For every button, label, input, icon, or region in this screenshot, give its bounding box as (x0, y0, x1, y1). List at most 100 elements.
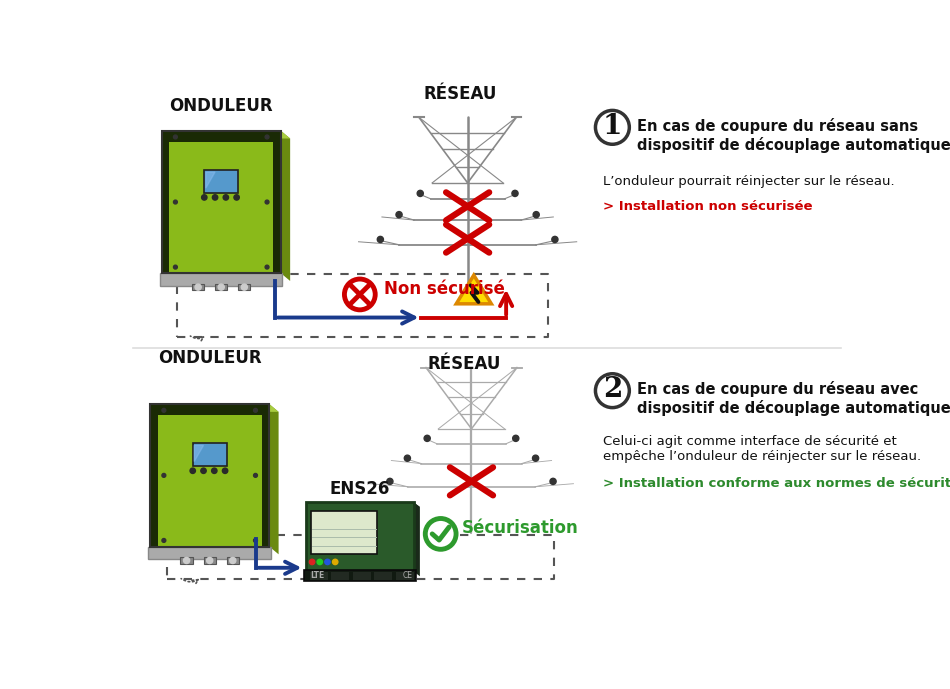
Circle shape (162, 409, 166, 412)
Circle shape (200, 468, 206, 473)
Text: > Installation conforme aux normes de sécurité: > Installation conforme aux normes de sé… (603, 477, 950, 490)
Bar (162, 131, 169, 274)
Text: CE: CE (403, 571, 413, 580)
Bar (162, 131, 281, 141)
Circle shape (596, 110, 629, 144)
Text: RÉSEAU: RÉSEAU (424, 85, 497, 103)
Polygon shape (306, 502, 420, 507)
Text: 1: 1 (602, 113, 622, 140)
Bar (150, 404, 270, 546)
Circle shape (417, 190, 424, 196)
Circle shape (174, 265, 178, 269)
Circle shape (345, 279, 375, 310)
Circle shape (234, 195, 239, 200)
Text: Non sécurisé: Non sécurisé (385, 280, 505, 298)
Bar (204, 169, 238, 193)
Bar (160, 274, 282, 285)
Bar (396, 572, 414, 580)
Text: ONDULEUR: ONDULEUR (158, 349, 261, 367)
Text: Celui-ci agit comme interface de sécurité et
empêche l’onduleur de réinjecter su: Celui-ci agit comme interface de sécurit… (603, 435, 922, 463)
Circle shape (533, 212, 540, 218)
Polygon shape (456, 275, 491, 304)
Circle shape (533, 455, 539, 462)
Circle shape (212, 468, 217, 473)
Bar (306, 502, 414, 572)
Bar (311, 511, 377, 555)
Bar (148, 546, 271, 559)
Circle shape (387, 478, 393, 484)
Bar (304, 570, 416, 581)
Text: ONDULEUR: ONDULEUR (169, 96, 273, 115)
Circle shape (396, 212, 402, 218)
Circle shape (513, 435, 519, 442)
Bar (374, 572, 392, 580)
Bar (193, 443, 227, 466)
Bar (310, 572, 328, 580)
Text: En cas de coupure du réseau sans
dispositif de découplage automatique:: En cas de coupure du réseau sans disposi… (637, 118, 950, 153)
Circle shape (596, 373, 629, 408)
Bar (203, 557, 216, 564)
Bar (180, 557, 193, 564)
Circle shape (265, 265, 269, 269)
Polygon shape (150, 404, 278, 412)
Circle shape (254, 473, 257, 477)
Bar (215, 284, 227, 290)
Circle shape (218, 284, 224, 290)
Bar (227, 557, 239, 564)
Text: 2: 2 (602, 376, 622, 404)
Bar (332, 572, 350, 580)
Circle shape (424, 435, 430, 442)
Circle shape (174, 200, 178, 204)
Text: L’onduleur pourrait réinjecter sur le réseau.: L’onduleur pourrait réinjecter sur le ré… (603, 175, 895, 188)
Circle shape (426, 519, 456, 549)
Circle shape (190, 468, 196, 473)
Circle shape (222, 468, 228, 473)
Circle shape (332, 559, 338, 564)
Circle shape (254, 409, 257, 412)
Circle shape (265, 200, 269, 204)
Polygon shape (162, 131, 290, 138)
Polygon shape (270, 404, 278, 555)
Circle shape (512, 190, 518, 196)
Text: En cas de coupure du réseau avec
dispositif de découplage automatique:: En cas de coupure du réseau avec disposi… (637, 382, 950, 416)
Circle shape (405, 455, 410, 462)
Circle shape (265, 135, 269, 139)
Circle shape (552, 236, 558, 243)
Bar (150, 404, 270, 546)
Circle shape (213, 195, 218, 200)
Text: Sécurisation: Sécurisation (463, 519, 579, 537)
Circle shape (183, 557, 190, 564)
Bar (192, 284, 204, 290)
Bar (352, 572, 370, 580)
Bar (261, 404, 270, 546)
Circle shape (550, 478, 556, 484)
Bar (162, 131, 281, 274)
Polygon shape (194, 445, 203, 462)
Circle shape (325, 559, 331, 564)
Circle shape (162, 539, 166, 542)
Bar (150, 404, 158, 546)
Circle shape (174, 135, 178, 139)
Circle shape (377, 236, 384, 243)
Bar (150, 404, 270, 415)
Bar (238, 284, 251, 290)
Circle shape (206, 557, 213, 564)
Circle shape (310, 559, 314, 564)
Polygon shape (414, 502, 420, 576)
Text: > Installation non sécurisée: > Installation non sécurisée (603, 200, 812, 213)
Text: ENS26: ENS26 (330, 480, 390, 498)
Bar (162, 131, 281, 274)
Circle shape (230, 557, 236, 564)
Circle shape (201, 195, 207, 200)
Circle shape (317, 559, 322, 564)
Text: LTE: LTE (311, 571, 325, 580)
Circle shape (223, 195, 229, 200)
Circle shape (254, 539, 257, 542)
Polygon shape (281, 131, 290, 281)
Bar (274, 131, 281, 274)
Circle shape (162, 473, 166, 477)
Text: RÉSEAU: RÉSEAU (428, 355, 501, 373)
Circle shape (195, 284, 201, 290)
Circle shape (241, 284, 247, 290)
Polygon shape (206, 172, 215, 188)
